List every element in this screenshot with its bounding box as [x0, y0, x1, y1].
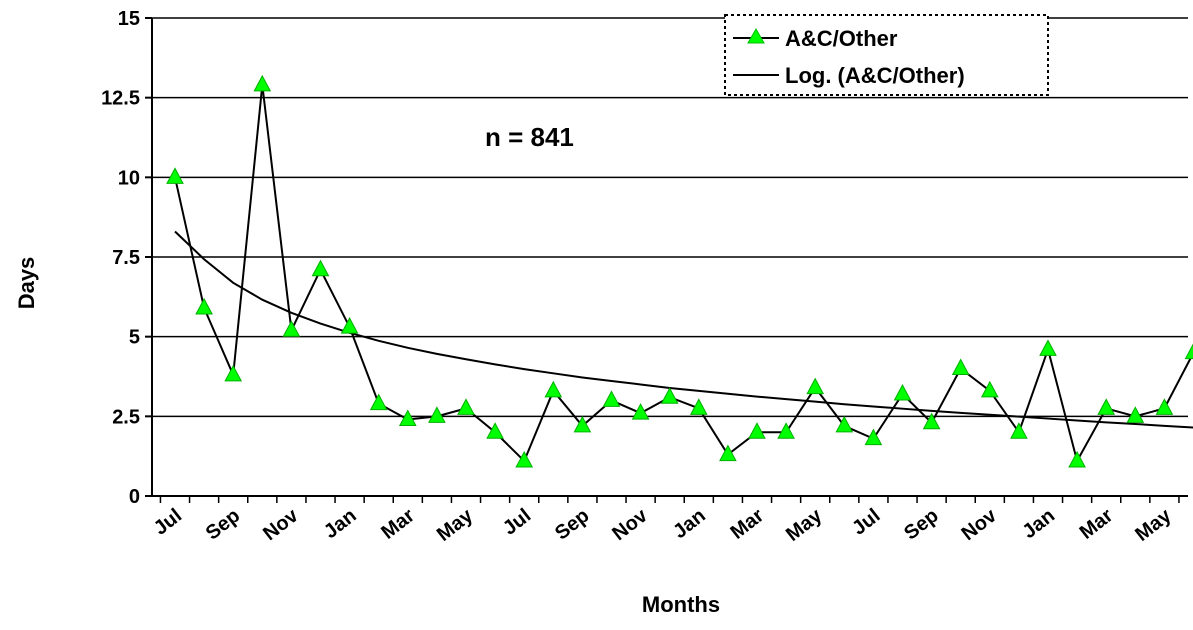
data-point-triangle [313, 261, 329, 276]
data-point-triangle [458, 399, 474, 414]
series-line [175, 85, 1193, 461]
trendline-path [175, 232, 1193, 428]
data-point-triangle [604, 391, 620, 406]
x-tick-label: Nov [259, 504, 303, 545]
x-tick-label: Nov [608, 504, 652, 545]
x-tick-label: Sep [551, 505, 593, 545]
data-point-triangle [1186, 344, 1193, 359]
x-tick-label: Jul [499, 505, 535, 540]
data-point-triangle [662, 388, 678, 403]
x-tick-label: Jan [1018, 505, 1059, 544]
data-point-triangle [283, 321, 299, 336]
x-axis-title: Months [642, 592, 720, 617]
x-tick-label: May [782, 504, 827, 546]
data-point-triangle [807, 379, 823, 394]
y-axis-title: Days [14, 257, 39, 310]
y-tick-label: 7.5 [112, 247, 140, 269]
x-tick-label: Jul [848, 505, 884, 540]
x-tick-label: May [433, 504, 478, 546]
data-point-triangle [982, 382, 998, 397]
data-point-triangle [167, 168, 183, 183]
y-tick-label: 12.5 [101, 88, 140, 110]
trendline-layer [175, 232, 1193, 428]
y-tick-label: 10 [118, 167, 140, 189]
data-point-triangle [895, 385, 911, 400]
data-point-triangle [545, 382, 561, 397]
legend-series-label: A&C/Other [785, 26, 898, 51]
y-tick-label: 0 [129, 486, 140, 508]
legend-trendline-label: Log. (A&C/Other) [785, 63, 965, 88]
x-tick-label: Sep [900, 505, 942, 545]
data-point-triangle [1040, 340, 1056, 355]
data-point-triangle [225, 366, 241, 381]
series-layer [167, 76, 1193, 467]
x-tick-label: Nov [958, 504, 1002, 545]
data-point-triangle [720, 446, 736, 461]
x-tick-label: Mar [726, 504, 768, 543]
y-tick-label: 15 [118, 8, 140, 30]
x-tick-label: Sep [202, 505, 244, 545]
legend: A&C/Other Log. (A&C/Other) [725, 15, 1048, 95]
data-point-triangle [1098, 399, 1114, 414]
data-point-triangle [953, 360, 969, 375]
data-point-triangle [254, 76, 270, 91]
x-tick-label: May [1131, 504, 1176, 546]
y-tick-label: 2.5 [112, 406, 140, 428]
data-point-triangle [196, 299, 212, 314]
x-tick-label: Mar [377, 504, 419, 543]
data-point-triangle [487, 423, 503, 438]
x-tick-label: Jan [669, 505, 710, 544]
data-point-triangle [1069, 452, 1085, 467]
x-tick-label: Jan [320, 505, 361, 544]
data-point-triangle [749, 423, 765, 438]
sample-size-annotation: n = 841 [485, 122, 574, 152]
data-point-triangle [778, 423, 794, 438]
x-tick-label: Jul [150, 505, 186, 540]
y-tick-label: 5 [129, 327, 140, 349]
data-point-triangle [1156, 399, 1172, 414]
data-point-triangle [342, 318, 358, 333]
x-tick-label: Mar [1076, 504, 1118, 543]
data-point-triangle [371, 395, 387, 410]
